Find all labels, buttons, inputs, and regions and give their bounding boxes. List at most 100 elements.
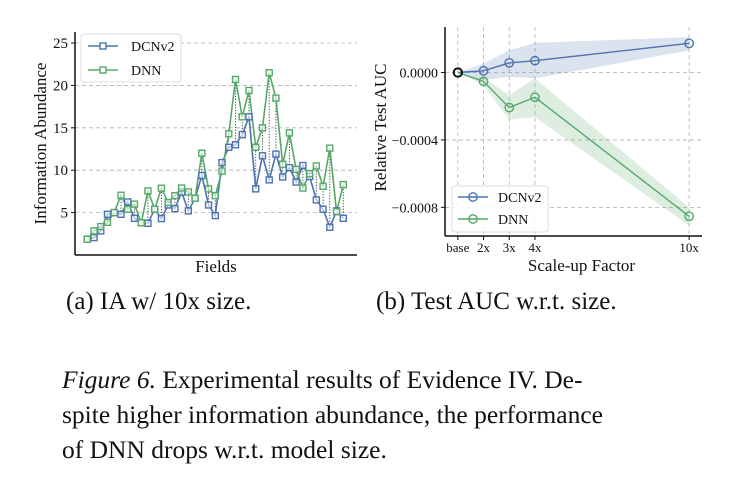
xtick-label-b: 2x: [477, 240, 491, 255]
data-point-dcnv2: [225, 143, 233, 152]
data-point-dcnv2: [238, 130, 246, 139]
confidence-band-dcnv2: [457, 37, 690, 81]
legend-label-dcnv2: DCNv2: [131, 40, 175, 55]
data-point-dnn: [204, 185, 213, 193]
ytick-label-b: 0.0000: [400, 67, 439, 82]
data-point-dnn: [684, 211, 695, 222]
data-point-dnn: [198, 149, 206, 157]
data-point-dnn: [110, 208, 118, 217]
data-point-dcnv2: [265, 176, 273, 184]
data-point-dcnv2: [272, 150, 280, 158]
y-axis-label-a: Information Abundance: [31, 63, 50, 225]
data-point-dcnv2: [285, 163, 294, 172]
ytick-label-b: −0.0008: [392, 201, 438, 216]
data-point-dcnv2: [684, 38, 695, 49]
data-point-dnn: [90, 227, 98, 235]
ytick-label-a: 15: [53, 121, 68, 137]
data-point-dnn: [211, 191, 220, 200]
data-point-dcnv2: [299, 161, 307, 170]
data-point-dcnv2: [530, 55, 540, 66]
data-point-dcnv2: [258, 152, 267, 160]
caption-label: Figure 6.: [62, 365, 156, 394]
data-point-dnn: [292, 165, 300, 174]
ytick-label-a: 5: [61, 206, 69, 222]
subcaption-a: (a) IA w/ 10x size.: [66, 288, 252, 315]
caption-text-3: of DNN drops w.r.t. model size.: [62, 435, 387, 464]
data-point-dcnv2: [245, 113, 253, 121]
data-point-dnn: [103, 218, 112, 226]
xtick-label-b: 3x: [503, 240, 517, 255]
data-point-dnn: [272, 94, 280, 102]
data-point-dnn: [238, 113, 246, 121]
xtick-label-b: 4x: [528, 240, 542, 255]
data-point-dnn: [97, 222, 105, 231]
data-point-dnn: [312, 162, 321, 170]
ytick-label-b: −0.0004: [392, 134, 438, 149]
legend-label-dnn: DNN: [498, 213, 528, 228]
data-point-dcnv2: [198, 171, 206, 180]
data-point-dcnv2: [130, 214, 139, 222]
data-point-dnn: [144, 187, 152, 195]
data-point-dcnv2: [231, 141, 240, 149]
data-point-dcnv2: [326, 223, 334, 231]
caption-text-1: Experimental results of Evidence IV. De-: [162, 365, 583, 394]
data-point-dcnv2: [157, 214, 166, 223]
data-point-dnn: [278, 160, 287, 168]
data-point-dnn: [258, 124, 267, 132]
data-point-dnn: [305, 169, 314, 178]
legend-marker-dnn: [468, 214, 478, 224]
data-point-dcnv2: [103, 210, 112, 219]
data-point-dnn: [326, 144, 334, 152]
data-point-dcnv2: [292, 178, 300, 186]
data-point-dnn: [83, 235, 92, 244]
xtick-label-b: base: [446, 240, 469, 255]
legend-marker-dcnv2: [99, 42, 107, 50]
data-point-dcnv2: [278, 173, 287, 181]
data-point-dcnv2: [204, 201, 213, 209]
data-point-dcnv2: [478, 65, 489, 76]
data-point-dnn: [339, 180, 347, 189]
data-point-dnn: [299, 184, 307, 192]
data-point-dnn: [530, 92, 540, 103]
figure-caption: Figure 6. Experimental results of Eviden…: [62, 362, 722, 467]
x-axis-label-b: Scale-up Factor: [528, 256, 635, 275]
legend-marker-dnn: [99, 66, 107, 74]
series-line-dnn: [457, 71, 690, 217]
data-point-dnn: [124, 205, 132, 213]
ytick-label-a: 25: [53, 36, 68, 52]
data-point-dnn: [265, 68, 273, 77]
data-point-dcnv2: [218, 158, 226, 167]
series-line-dcnv2: [87, 116, 344, 241]
data-point-dcnv2: [117, 210, 125, 219]
data-point-dcnv2: [144, 219, 152, 227]
x-axis-label-a: Fields: [195, 257, 237, 276]
subcaption-b: (b) Test AUC w.r.t. size.: [376, 288, 617, 315]
data-point-dnn: [245, 86, 253, 95]
ytick-label-a: 20: [53, 78, 68, 94]
data-point-dnn: [150, 205, 159, 213]
series-line-dcnv2: [457, 42, 690, 74]
data-point-dnn: [225, 130, 233, 138]
data-point-dnn: [231, 75, 240, 84]
data-point-dcnv2: [124, 198, 132, 206]
data-point-dnn: [164, 198, 172, 207]
ytick-label-a: 10: [53, 163, 68, 179]
legend-label-dcnv2: DCNv2: [498, 191, 542, 206]
data-point-dnn: [130, 200, 139, 208]
xtick-label-b: 10x: [679, 240, 699, 255]
data-point-dnn: [285, 129, 294, 137]
legend-marker-dcnv2: [468, 192, 478, 202]
data-point-dnn: [157, 184, 166, 192]
legend-label-dnn: DNN: [131, 64, 161, 79]
data-point-dcnv2: [339, 214, 347, 222]
data-point-dnn: [504, 102, 515, 113]
data-point-dnn: [171, 191, 179, 200]
caption-text-2: spite higher information abundance, the …: [62, 400, 603, 429]
y-axis-label-b: Relative Test AUC: [371, 64, 390, 192]
data-point-dnn: [332, 208, 341, 216]
data-point-dcnv2: [504, 58, 515, 68]
confidence-band-dnn: [457, 72, 690, 226]
data-point-dnn: [319, 182, 327, 191]
data-point-dnn: [252, 143, 260, 152]
